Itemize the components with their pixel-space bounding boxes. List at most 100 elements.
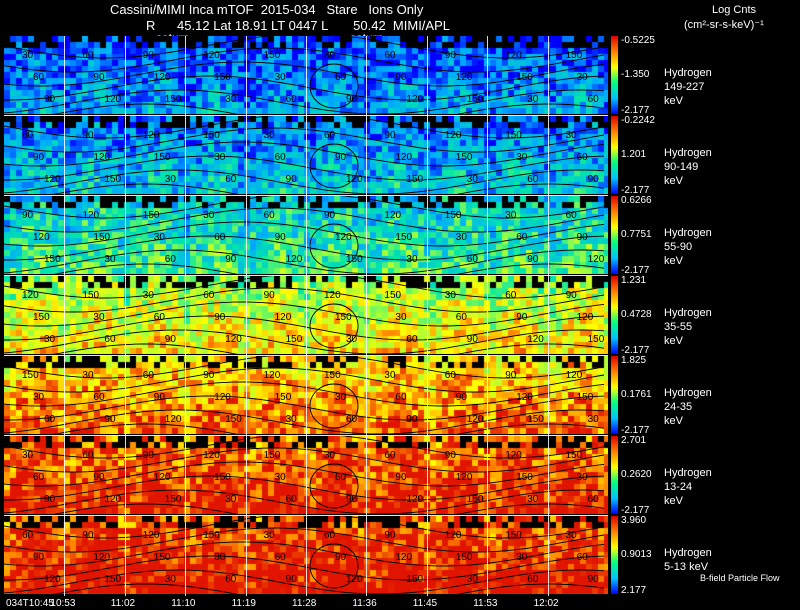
contour-line <box>4 155 605 181</box>
contour-label: 150 <box>104 174 121 185</box>
energy-range: 35-55 keV <box>664 321 693 347</box>
panel-label: Hydrogen 55-90 keV <box>664 226 712 268</box>
time-divider <box>366 36 368 596</box>
color-scale-min: -2.177 <box>621 505 650 516</box>
contour-label: 120 <box>505 450 522 461</box>
contour-label: 60 <box>22 130 34 141</box>
color-scale-min: -2.177 <box>621 425 650 436</box>
time-tick-label: 11:02 <box>110 598 136 609</box>
contour-line <box>53 583 605 594</box>
contour-label: 120 <box>143 130 160 141</box>
contour-label: 90 <box>335 152 347 163</box>
contour-label: 90 <box>467 334 479 345</box>
contour-label: 90 <box>406 414 418 425</box>
contour-label: 90 <box>165 334 177 345</box>
contour-lines: 30 60 90 60 90 120 90 120 150 120 150 30 150 30 60 30 60… <box>4 36 605 114</box>
panel-label: Hydrogen 5-13 keV <box>664 546 712 574</box>
contour-label: 90 <box>577 232 589 243</box>
time-divider <box>547 36 549 596</box>
panel-divider <box>4 115 608 116</box>
contour-label: 60 <box>143 370 155 381</box>
contour-label: 150 <box>346 254 363 265</box>
contour-label: 150 <box>104 574 121 585</box>
contour-line <box>4 329 605 354</box>
saturn-contour <box>309 303 359 349</box>
contour-label: 30 <box>44 334 56 345</box>
contour-label: 120 <box>406 94 423 105</box>
contour-line <box>4 436 605 459</box>
contour-line <box>4 461 605 487</box>
contour-label: 30 <box>324 450 336 461</box>
time-tick-label: 034T10:45 <box>6 598 54 609</box>
panel-label: Hydrogen 90-149 keV <box>664 146 712 188</box>
contour-label: 120 <box>154 72 171 83</box>
contour-label: 60 <box>104 334 116 345</box>
contour-line <box>4 489 605 514</box>
time-tick-label: 11:19 <box>231 598 256 609</box>
contour-label: 90 <box>82 530 94 541</box>
contour-label: 120 <box>33 232 50 243</box>
contour-label: 30 <box>22 450 34 461</box>
time-divider <box>306 36 307 596</box>
contour-label: 150 <box>275 392 292 403</box>
color-scale-max: 1.825 <box>621 355 647 366</box>
contour-line <box>4 249 605 274</box>
contour-label: 150 <box>324 370 341 381</box>
contour-label: 30 <box>143 290 155 301</box>
contour-label: 150 <box>588 334 605 345</box>
contour-label: 90 <box>346 94 358 105</box>
contour-label: 150 <box>203 130 220 141</box>
contour-label: 120 <box>143 530 160 541</box>
contour-label: 150 <box>264 450 281 461</box>
energy-range: 13-24 keV <box>664 481 693 507</box>
color-scale-mid: 0.7751 <box>621 229 652 240</box>
contour-label: 30 <box>566 530 578 541</box>
contour-label: 150 <box>214 72 231 83</box>
species-name: Hydrogen <box>664 147 712 159</box>
contour-label: 90 <box>395 472 407 483</box>
time-tick-label: 11:28 <box>292 598 317 609</box>
flow-legend: B-field Particle Flow <box>700 573 780 583</box>
contour-line <box>4 75 605 101</box>
contour-label: 60 <box>395 392 407 403</box>
contour-label: 30 <box>467 174 479 185</box>
contour-label: 150 <box>395 232 412 243</box>
contour-label: 90 <box>143 450 155 461</box>
contour-label: 150 <box>516 472 533 483</box>
color-scale-mid: 0.4728 <box>621 309 652 320</box>
color-scale-min: -2.177 <box>621 265 650 276</box>
contour-label: 120 <box>165 414 182 425</box>
contour-label: 90 <box>275 232 287 243</box>
color-scale-mid: 1.201 <box>621 149 647 160</box>
contour-label: 120 <box>406 494 423 505</box>
contour-label: 60 <box>445 370 457 381</box>
contour-label: 30 <box>264 530 276 541</box>
contour-label: 60 <box>214 232 226 243</box>
contour-line <box>4 475 605 501</box>
contour-label: 90 <box>335 552 347 563</box>
contour-label: 60 <box>516 232 528 243</box>
contour-label: 150 <box>154 552 171 563</box>
contour-label: 60 <box>384 450 396 461</box>
time-tick-label: 11:45 <box>412 598 438 609</box>
contour-label: 150 <box>286 334 303 345</box>
contour-label: 90 <box>143 50 155 61</box>
contour-label: 120 <box>324 290 341 301</box>
contour-label: 60 <box>505 290 517 301</box>
time-divider <box>487 36 489 596</box>
contour-label: 60 <box>527 174 539 185</box>
saturn-contour <box>309 143 359 189</box>
contour-label: 60 <box>33 72 45 83</box>
time-divider <box>185 36 187 596</box>
contour-label: 150 <box>505 530 522 541</box>
contour-label: 120 <box>286 254 303 265</box>
contour-label: 30 <box>505 210 517 221</box>
color-scale-min: -2.177 <box>621 185 650 196</box>
color-scale-max: 3.960 <box>621 515 647 526</box>
contour-label: 90 <box>286 174 298 185</box>
panel-label: Hydrogen 149-227 keV <box>664 66 712 108</box>
contour-label: 60 <box>577 152 589 163</box>
contour-label: 60 <box>577 552 589 563</box>
color-scale-bar <box>611 276 618 354</box>
contour-line <box>53 503 605 514</box>
